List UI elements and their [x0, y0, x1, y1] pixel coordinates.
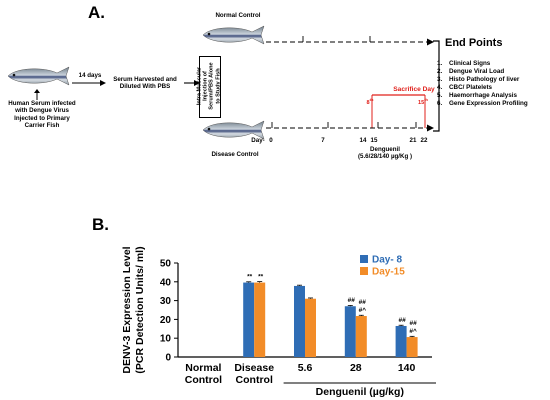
y-tick-label: 0: [165, 353, 171, 364]
upward-arrow: [34, 89, 40, 100]
sacrifice-day-15: 15th: [417, 97, 428, 106]
x-tick-label: 28: [350, 362, 362, 374]
y-tick-label: 10: [160, 334, 172, 345]
x-tick-label: Control: [236, 374, 273, 386]
source-description: Human Serum infected with Dengue Virus I…: [8, 100, 76, 130]
interval-label: 14 days: [78, 72, 102, 79]
sacrifice-day-label: Sacrifice Day: [393, 86, 435, 93]
significance-label: ##: [398, 317, 406, 324]
group-label: Denguenil (µg/kg): [316, 386, 404, 398]
normal-control-label: Normal Control: [215, 12, 261, 19]
bar: [344, 306, 356, 357]
day-21-label: 21: [409, 137, 417, 144]
y-tick-label: 50: [160, 259, 172, 270]
arrow-to-harvest: [72, 80, 106, 86]
endpoints-list: 1. Clinical Signs 2. Dengue Viral Load 3. H…: [437, 60, 528, 107]
significance-label: **: [258, 274, 264, 281]
endpoint-item: 2. Dengue Viral Load: [437, 67, 505, 75]
treatment-label: Denguenil (5.6/28/140 µg/Kg ): [357, 146, 413, 161]
y-axis-label: DENV-3 Expression Level: [121, 246, 133, 373]
bar: [243, 282, 255, 357]
legend-swatch: [360, 255, 368, 263]
denv3-expression-chart: 0 10 20 30 40 50 DENV-3 Expression Level (PCR D…: [121, 246, 436, 398]
day-14-label: 14: [359, 137, 367, 144]
panel-b-label: B.: [92, 215, 109, 234]
legend-swatch: [360, 267, 368, 275]
significance-label: #^: [359, 306, 367, 314]
endpoint-item: 3. Histo Pathology of liver: [437, 75, 520, 83]
significance-label: ##: [348, 297, 356, 304]
harvest-description: Serum Harvested and Diluted With PBS: [113, 76, 177, 91]
y-tick-label: 40: [160, 277, 172, 288]
y-axis-label: (PCR Detection Units/ ml): [134, 246, 146, 373]
bar: [406, 337, 418, 357]
endpoints-title: End Points: [445, 37, 503, 49]
x-tick-label: 140: [398, 362, 416, 374]
endpoint-item: 4. CBC/ Platelets: [437, 83, 493, 91]
source-fish-icon: [7, 66, 70, 86]
panel-a-label: A.: [88, 3, 105, 22]
bar: [294, 285, 305, 357]
bar: [254, 282, 266, 357]
y-tick-label: 30: [160, 296, 172, 307]
significance-label: ##: [359, 299, 367, 306]
bar: [305, 298, 316, 357]
endpoint-item: 6. Gene Expression Profiling: [437, 99, 528, 107]
significance-label: **: [247, 274, 253, 281]
day-prefix-label: Day-: [251, 137, 265, 144]
significance-label: ##: [409, 320, 417, 327]
arrow-to-injection: [184, 80, 200, 86]
endpoint-item: 1. Clinical Signs: [437, 60, 491, 67]
day-22-label: 22: [420, 137, 428, 144]
day-0-label: 0: [269, 137, 273, 144]
x-tick-label: Disease: [234, 362, 274, 374]
day-7-label: 7: [321, 137, 325, 144]
endpoint-item: 5. Haemorrhage Analysis: [437, 91, 518, 99]
disease-control-label: Disease Control: [211, 151, 259, 158]
endpoints-bracket: [433, 40, 440, 132]
study-timelines: [266, 36, 434, 132]
bar: [355, 316, 367, 357]
disease-control-fish-icon: [202, 120, 265, 140]
significance-label: #^: [409, 327, 417, 335]
sacrifice-day-8: 8th: [366, 97, 374, 106]
day-15-label: 15: [370, 137, 378, 144]
injection-box: [199, 56, 221, 118]
legend-label: Day- 8: [372, 255, 402, 266]
x-tick-label: Control: [185, 374, 222, 386]
x-tick-label: 5.6: [298, 362, 313, 374]
y-tick-label: 20: [160, 315, 172, 326]
bar: [395, 325, 407, 357]
normal-control-fish-icon: [202, 25, 265, 45]
x-tick-label: Normal: [185, 362, 221, 374]
injection-description: Intra Muscular Injection of Serum/PBS Al…: [196, 62, 222, 110]
legend-label: Day-15: [372, 267, 405, 278]
